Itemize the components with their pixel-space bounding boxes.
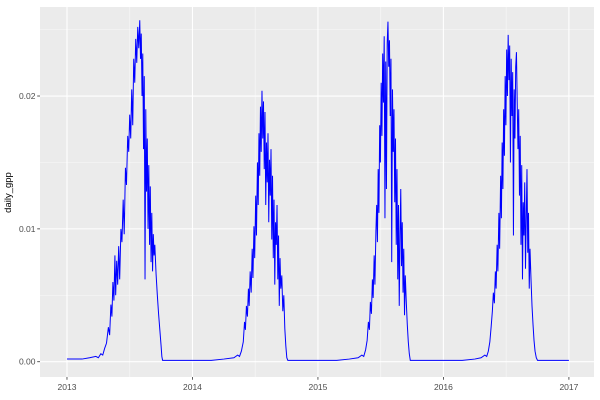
x-tick-label: 2014 <box>183 382 202 392</box>
x-tick-label: 2017 <box>559 382 578 392</box>
x-tick-label: 2016 <box>434 382 453 392</box>
x-tick-label: 2015 <box>308 382 327 392</box>
x-tick-label: 2013 <box>58 382 77 392</box>
y-axis-title: daily_gpp <box>2 171 14 213</box>
y-tick-label: 0.00 <box>19 357 36 367</box>
grid-major <box>40 7 594 377</box>
axis-ticks <box>37 95 570 380</box>
y-tick-label: 0.01 <box>19 224 36 234</box>
y-axis-title-container: daily_gpp <box>0 0 16 384</box>
y-tick-label: 0.02 <box>19 91 36 101</box>
axis-tick-labels: 2013 2014 2015 2016 2017 0.00 0.01 0.02 <box>19 91 579 392</box>
gpp-series-line <box>66 20 569 361</box>
